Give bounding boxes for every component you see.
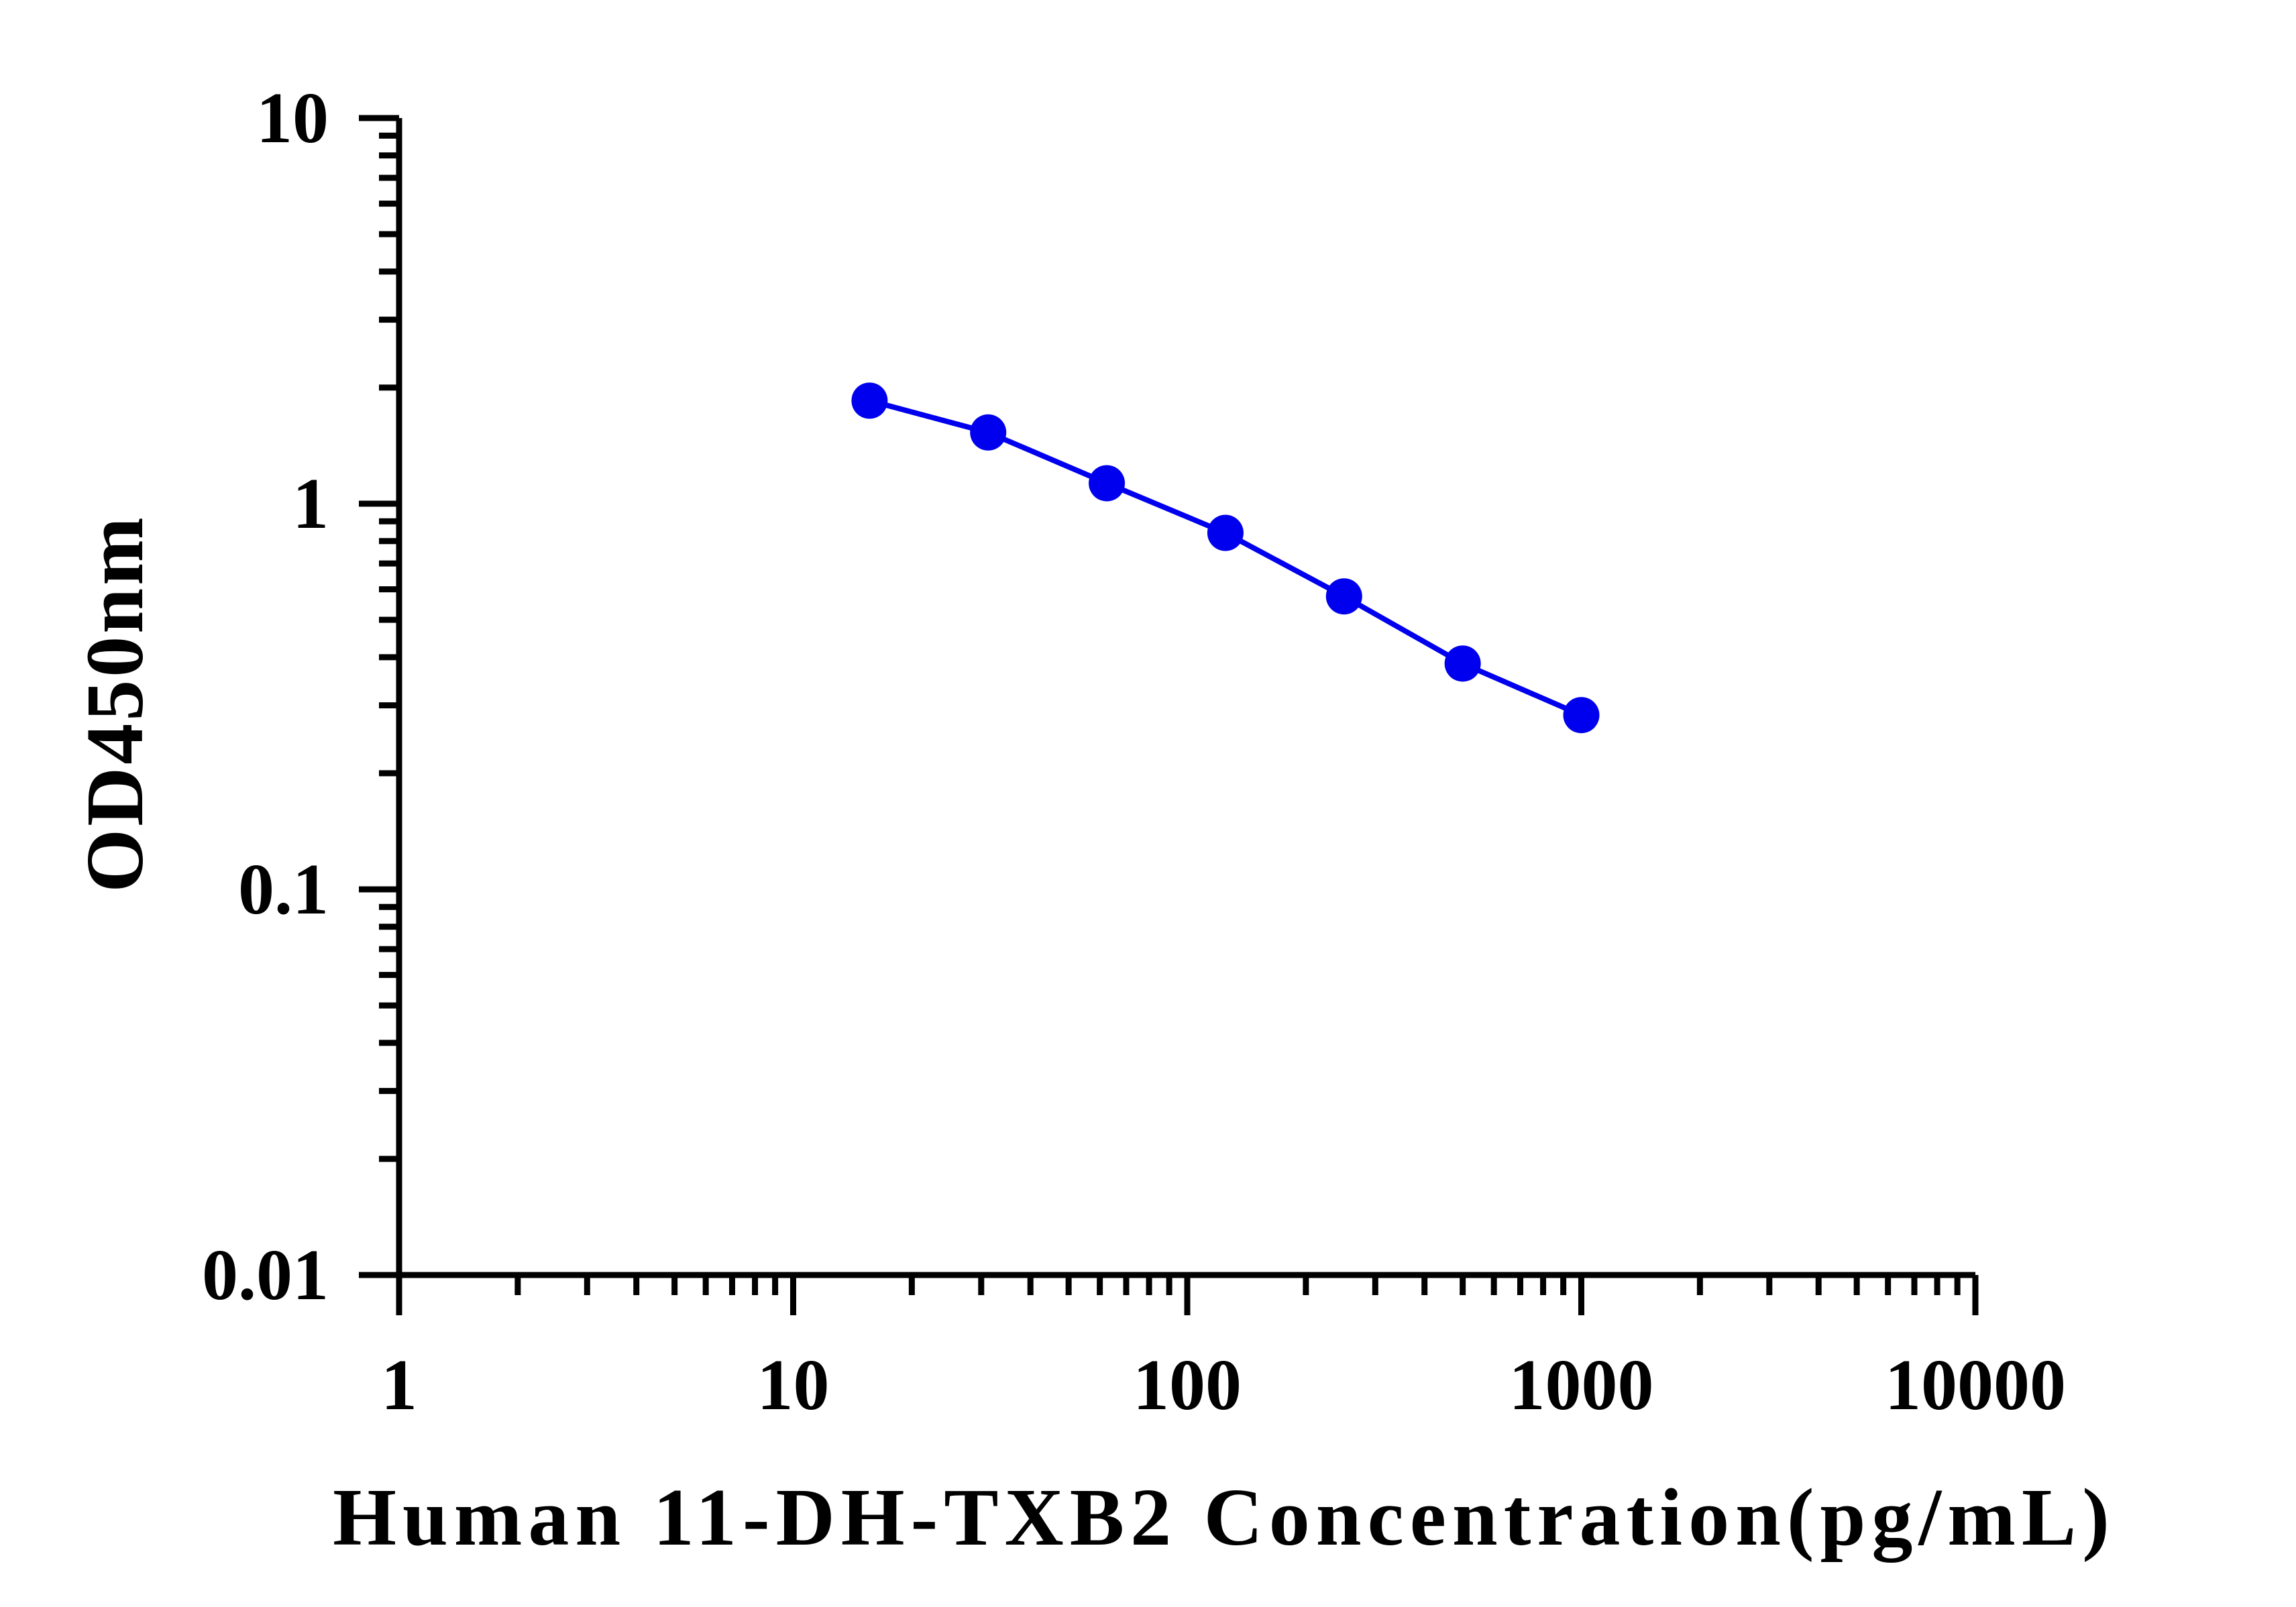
data-point: [1444, 645, 1481, 682]
data-point: [1207, 514, 1244, 551]
series-line-segment: [1342, 594, 1464, 666]
series-line-segment: [1462, 661, 1583, 718]
data-point: [1325, 578, 1362, 615]
axis-tick-labels: 1 10 100 1000 10000 0.01 0.1 1 10: [202, 78, 2066, 1425]
data-point: [1089, 465, 1126, 502]
data-series: [851, 382, 1600, 734]
x-tick-label: 10: [757, 1345, 830, 1425]
y-tick-label: 0.1: [238, 850, 329, 930]
x-tick-label: 1: [381, 1345, 417, 1425]
series-line-segment: [869, 398, 989, 435]
series-line-segment: [1224, 531, 1346, 599]
axis-ticks: [359, 115, 1979, 1315]
series-line-segment: [1105, 480, 1227, 536]
axes: [396, 118, 1975, 1278]
y-tick-label: 1: [292, 464, 329, 544]
data-point: [1563, 697, 1600, 734]
x-axis-title: Human 11-DH-TXB2 Concentration(pg/mL): [333, 1472, 2116, 1563]
x-tick-label: 1000: [1509, 1345, 1654, 1425]
y-tick-label: 10: [256, 78, 329, 158]
x-tick-label: 100: [1133, 1345, 1242, 1425]
data-point: [970, 414, 1007, 451]
y-axis-title: OD450nm: [70, 514, 160, 892]
data-point: [851, 382, 888, 419]
series-line-segment: [987, 430, 1108, 486]
y-tick-label: 0.01: [202, 1235, 329, 1315]
x-tick-label: 10000: [1885, 1345, 2066, 1425]
